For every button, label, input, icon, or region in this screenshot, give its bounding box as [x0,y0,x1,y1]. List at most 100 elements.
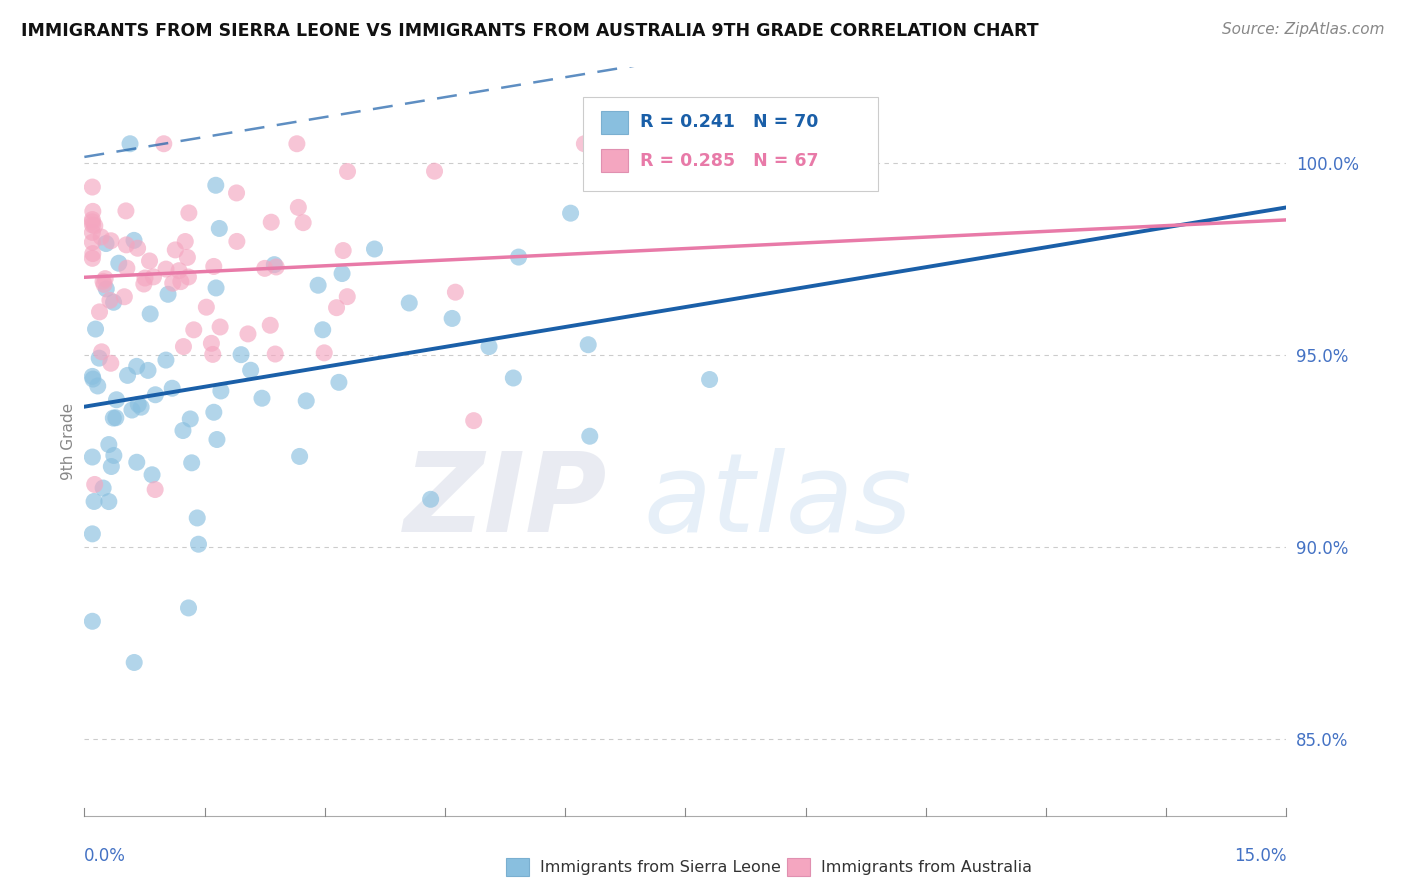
Point [157,287,180,301]
Point [84,322,107,336]
Point [176,251,198,265]
Point [82,212,104,227]
Point [285,136,308,151]
Point [336,164,359,178]
Point [295,393,318,408]
Point [125,359,148,374]
Point [136,363,159,377]
Point [502,371,524,385]
Point [82,372,104,386]
Text: R = 0.241   N = 70: R = 0.241 N = 70 [640,113,818,131]
Text: Immigrants from Australia: Immigrants from Australia [821,860,1032,874]
Point [250,391,273,405]
Point [236,326,259,341]
Point [98,293,121,308]
Point [100,459,122,474]
Point [115,237,138,252]
Point [83,219,105,233]
Point [122,656,145,670]
Point [96,282,118,296]
Point [259,318,281,333]
Point [423,164,446,178]
Point [143,483,166,497]
Point [574,136,596,151]
Point [103,411,125,425]
Point [208,221,231,235]
Y-axis label: 9th Grade: 9th Grade [60,403,76,480]
Point [125,455,148,469]
Point [172,340,194,354]
Text: Source: ZipAtlas.com: Source: ZipAtlas.com [1222,22,1385,37]
Point [132,277,155,291]
Point [204,178,226,193]
Point [82,226,104,240]
Point [200,336,222,351]
Point [225,235,247,249]
Point [202,260,225,274]
Point [205,433,228,447]
Point [121,403,143,417]
Point [82,252,104,266]
Text: 0.0%: 0.0% [84,847,127,864]
Point [463,414,485,428]
Point [180,456,202,470]
Point [441,311,464,326]
Point [177,206,200,220]
Point [183,323,205,337]
Point [129,400,152,414]
Point [187,537,209,551]
Point [699,372,721,386]
Point [138,254,160,268]
Point [112,290,135,304]
Point [160,381,183,395]
Point [141,467,163,482]
Point [195,300,218,314]
Point [167,263,190,277]
Point [260,215,283,229]
Point [94,271,117,285]
Point [82,218,104,232]
Point [127,241,149,255]
Point [105,392,128,407]
Point [82,215,104,229]
Point [82,614,104,628]
Point [118,136,141,151]
Point [325,301,347,315]
Point [104,410,127,425]
Point [100,234,122,248]
Point [172,424,194,438]
Point [398,296,420,310]
Point [576,337,599,351]
Point [139,307,162,321]
Point [134,271,156,285]
Point [292,216,315,230]
Point [264,260,287,274]
Point [103,295,125,310]
Point [328,376,350,390]
Point [336,290,359,304]
Text: atlas: atlas [644,448,912,555]
Point [307,278,329,293]
Point [87,379,110,393]
Point [578,429,600,443]
Point [97,494,120,508]
Point [115,203,138,218]
Point [82,235,104,250]
Point [82,369,104,384]
Point [143,388,166,402]
Point [186,511,208,525]
Text: 15.0%: 15.0% [1234,847,1286,864]
Point [330,267,353,281]
Point [122,233,145,247]
Point [209,320,232,334]
Point [107,256,129,270]
Point [170,275,193,289]
Point [142,269,165,284]
Point [314,346,336,360]
Point [202,405,225,419]
Point [90,344,112,359]
Point [90,230,112,244]
Point [174,235,197,249]
Point [93,277,115,292]
Point [155,353,177,368]
